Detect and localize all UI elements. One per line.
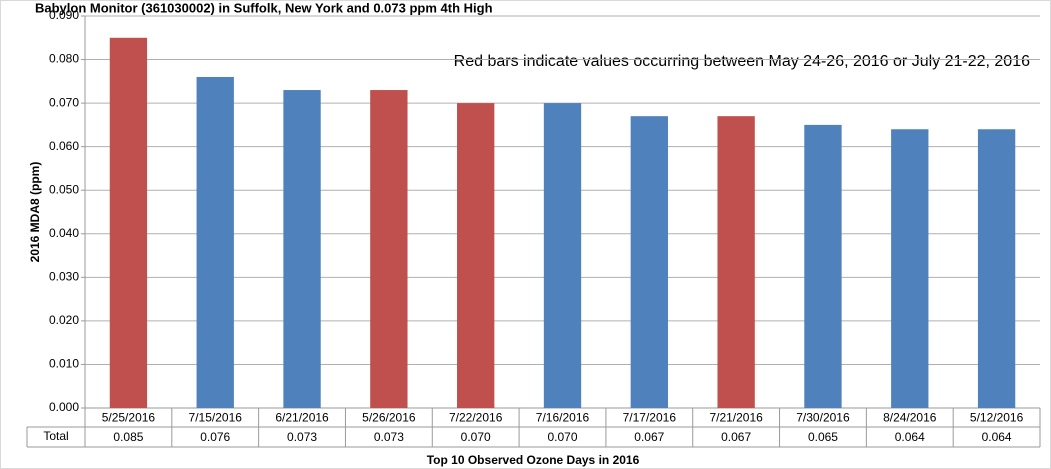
- bar: [196, 76, 234, 408]
- bar: [283, 90, 321, 409]
- table-value: 0.067: [721, 430, 751, 444]
- y-tick-label: 0.090: [49, 8, 79, 22]
- table-value: 0.067: [634, 430, 664, 444]
- x-tick-label: 7/21/2016: [709, 411, 763, 425]
- y-tick-label: 0.020: [49, 313, 79, 327]
- x-tick-label: 7/22/2016: [449, 411, 503, 425]
- x-tick-label: 7/30/2016: [796, 411, 850, 425]
- bar: [370, 90, 408, 409]
- bar: [457, 103, 495, 408]
- table-value: 0.070: [461, 430, 491, 444]
- y-tick-label: 0.060: [49, 139, 79, 153]
- y-tick-label: 0.050: [49, 182, 79, 196]
- x-tick-label: 5/12/2016: [970, 411, 1024, 425]
- x-tick-label: 5/26/2016: [362, 411, 416, 425]
- bar: [977, 129, 1016, 408]
- y-tick-label: 0.030: [49, 270, 79, 284]
- bar: [630, 116, 668, 408]
- x-tick-label: 8/24/2016: [883, 411, 937, 425]
- y-tick-label: 0.070: [49, 95, 79, 109]
- x-tick-label: 7/17/2016: [623, 411, 677, 425]
- table-value: 0.064: [982, 430, 1012, 444]
- x-tick-label: 7/16/2016: [536, 411, 590, 425]
- x-tick-label: 5/25/2016: [102, 411, 156, 425]
- y-axis-label: 2016 MDA8 (ppm): [28, 162, 42, 263]
- y-tick-label: 0.010: [49, 357, 79, 371]
- table-value: 0.064: [895, 430, 925, 444]
- bar: [804, 124, 842, 408]
- bar: [717, 116, 755, 408]
- table-value: 0.073: [287, 430, 317, 444]
- y-tick-label: 0.080: [49, 52, 79, 66]
- y-tick-label: 0.040: [49, 226, 79, 240]
- bar: [543, 103, 582, 408]
- x-tick-label: 6/21/2016: [275, 411, 329, 425]
- table-value: 0.073: [374, 430, 404, 444]
- table-value: 0.065: [808, 430, 838, 444]
- table-value: 0.070: [547, 430, 577, 444]
- table-value: 0.085: [113, 430, 143, 444]
- table-row-label: Total: [43, 429, 68, 443]
- bar: [891, 129, 929, 408]
- annotation: Red bars indicate values occurring betwe…: [454, 53, 1030, 70]
- table-value: 0.076: [200, 430, 230, 444]
- x-axis-label: Top 10 Observed Ozone Days in 2016: [427, 453, 640, 467]
- bar: [109, 37, 148, 409]
- x-tick-label: 7/15/2016: [189, 411, 243, 425]
- y-tick-label: 0.000: [49, 400, 79, 414]
- chart-title: Babylon Monitor (361030002) in Suffolk, …: [35, 0, 493, 15]
